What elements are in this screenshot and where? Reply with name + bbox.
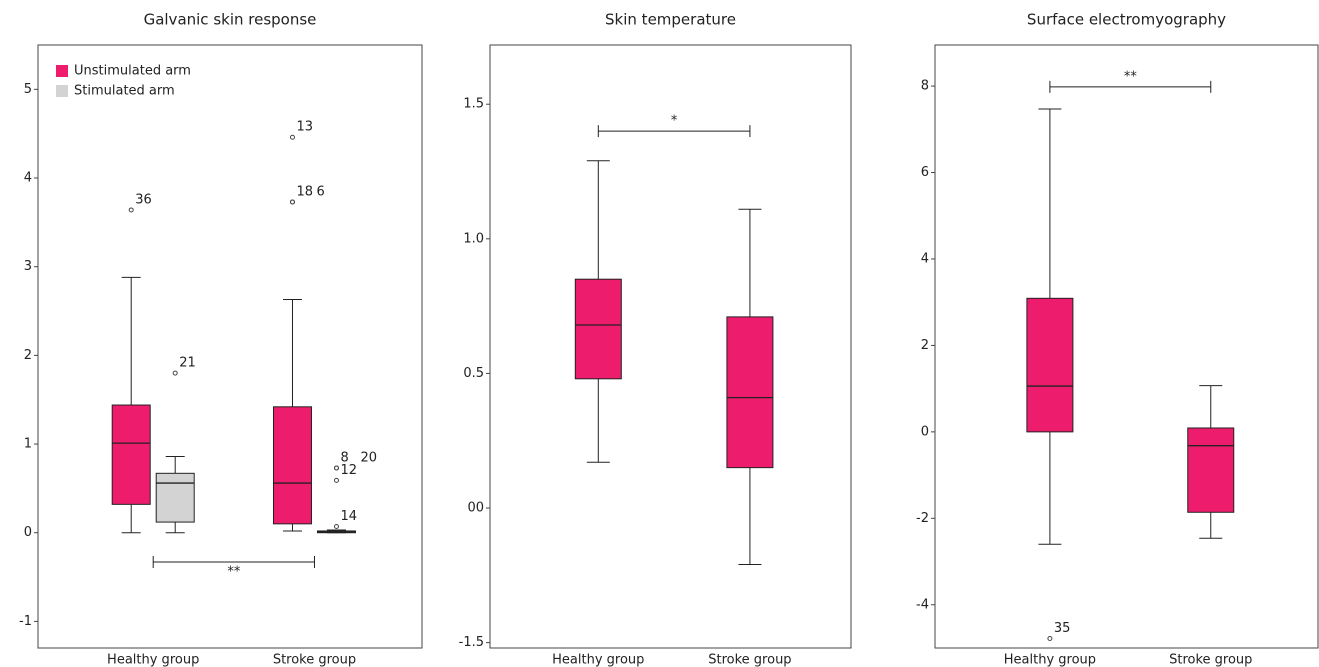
significance-bracket bbox=[152, 555, 315, 568]
plot-frame bbox=[934, 44, 1319, 649]
y-tick-label: 0 bbox=[921, 424, 929, 439]
y-tick-label: -2 bbox=[916, 511, 929, 526]
x-tick-label: Healthy group bbox=[552, 653, 644, 667]
outlier bbox=[289, 134, 295, 140]
y-tick-label: 6 bbox=[921, 165, 929, 180]
y-tick-label: 8 bbox=[921, 79, 929, 94]
outlier bbox=[172, 370, 178, 376]
y-tick-label: 1 bbox=[24, 437, 32, 452]
legend-label: Unstimulated arm bbox=[74, 64, 191, 79]
outlier bbox=[1047, 635, 1053, 641]
outlier bbox=[333, 524, 339, 530]
plot-frame bbox=[37, 44, 423, 649]
legend-label: Stimulated arm bbox=[74, 84, 175, 99]
box bbox=[1026, 297, 1074, 433]
chart-title: Skin temperature bbox=[605, 11, 736, 29]
y-tick-label: 00 bbox=[467, 501, 484, 516]
outlier-label: 14 bbox=[340, 509, 357, 524]
y-tick-label: 3 bbox=[24, 259, 32, 274]
box bbox=[1187, 427, 1235, 513]
outlier-label: 35 bbox=[1054, 621, 1071, 636]
y-tick-label: 4 bbox=[24, 171, 32, 186]
box bbox=[574, 278, 622, 380]
significance-bracket bbox=[1049, 80, 1212, 93]
chart-title: Surface electromyography bbox=[1027, 11, 1226, 29]
x-tick-label: Stroke group bbox=[1169, 653, 1252, 667]
x-tick-label: Healthy group bbox=[107, 653, 199, 667]
x-tick-label: Stroke group bbox=[273, 653, 356, 667]
outlier bbox=[333, 465, 339, 471]
y-tick-label: 1.0 bbox=[463, 231, 484, 246]
y-tick-label: -4 bbox=[916, 597, 929, 612]
y-tick-label: 4 bbox=[921, 251, 929, 266]
outlier-label: 6 bbox=[316, 184, 324, 199]
legend-swatch bbox=[56, 85, 68, 97]
outlier-label: 18 bbox=[296, 184, 313, 199]
y-tick-label: 2 bbox=[921, 338, 929, 353]
significance-bracket bbox=[597, 125, 751, 138]
x-tick-label: Healthy group bbox=[1004, 653, 1096, 667]
significance-label: ** bbox=[227, 564, 241, 579]
outlier-label: 12 bbox=[340, 463, 357, 478]
outlier bbox=[333, 477, 339, 483]
outlier bbox=[289, 199, 295, 205]
outlier-label: 13 bbox=[296, 120, 313, 135]
y-tick-label: -1.5 bbox=[459, 635, 484, 650]
y-tick-label: 5 bbox=[24, 82, 32, 97]
legend-swatch bbox=[56, 65, 68, 77]
chart-title: Galvanic skin response bbox=[144, 11, 317, 29]
outlier-label: 20 bbox=[360, 450, 377, 465]
outlier-label: 8 bbox=[340, 450, 348, 465]
outlier bbox=[128, 207, 134, 213]
significance-label: ** bbox=[1124, 69, 1138, 84]
outlier-label: 36 bbox=[135, 192, 152, 207]
box bbox=[111, 404, 151, 505]
plot-frame bbox=[489, 44, 852, 649]
box bbox=[726, 316, 774, 469]
y-tick-label: 0.5 bbox=[463, 366, 484, 381]
outlier-label: 21 bbox=[179, 356, 196, 371]
y-tick-label: 1.5 bbox=[463, 97, 484, 112]
significance-label: * bbox=[671, 114, 678, 129]
y-tick-label: -1 bbox=[19, 614, 32, 629]
y-tick-label: 0 bbox=[24, 525, 32, 540]
y-tick-label: 2 bbox=[24, 348, 32, 363]
box bbox=[155, 472, 195, 523]
box bbox=[272, 406, 312, 525]
x-tick-label: Stroke group bbox=[708, 653, 791, 667]
